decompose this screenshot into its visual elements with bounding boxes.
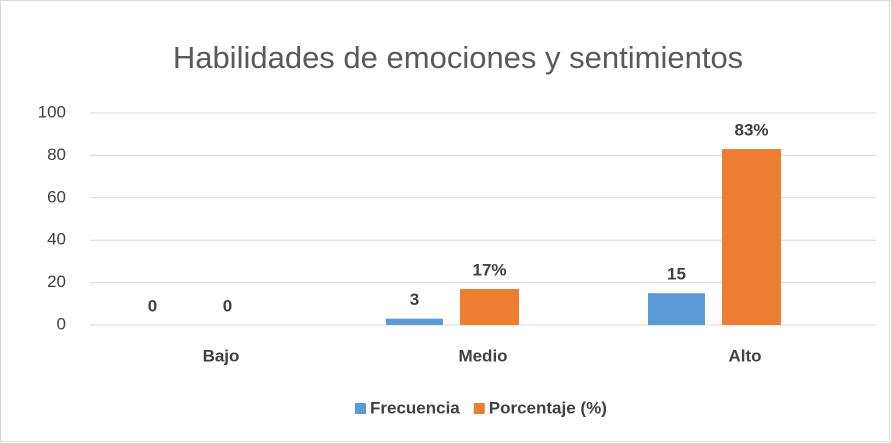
x-tick-label: Medio [458, 346, 507, 365]
data-label: 17% [472, 260, 506, 279]
x-tick-label: Bajo [203, 346, 240, 365]
data-label: 83% [734, 121, 768, 140]
bar [648, 293, 705, 325]
legend-swatch [355, 403, 366, 414]
chart-title: Habilidades de emociones y sentimientos [173, 40, 743, 75]
data-label: 15 [667, 265, 686, 284]
y-tick-label: 20 [47, 272, 66, 291]
y-tick-label: 40 [47, 230, 66, 249]
bar [386, 318, 443, 325]
data-label: 0 [223, 296, 232, 315]
y-tick-label: 100 [38, 102, 66, 121]
bar [722, 149, 781, 325]
legend-label: Frecuencia [370, 398, 460, 417]
legend-swatch [473, 403, 485, 414]
y-tick-label: 0 [57, 314, 66, 333]
bar [460, 288, 519, 325]
x-tick-label: Alto [728, 346, 761, 365]
y-tick-label: 60 [47, 187, 66, 206]
y-tick-label: 80 [47, 145, 66, 164]
legend-label: Porcentaje (%) [489, 398, 607, 417]
data-label: 3 [410, 290, 419, 309]
data-label: 0 [148, 296, 157, 315]
